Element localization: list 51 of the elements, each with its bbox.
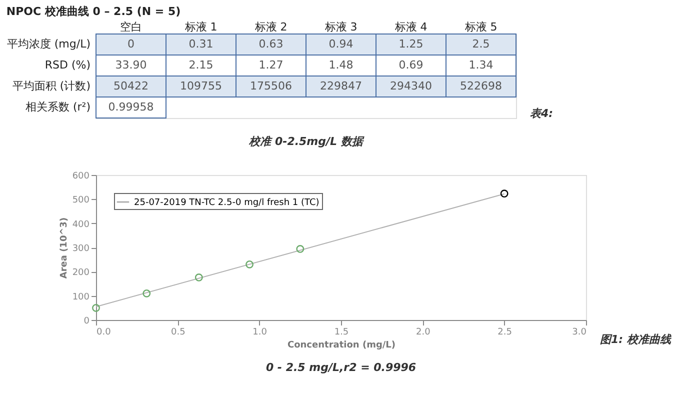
y-tick-label: 0 <box>84 316 90 326</box>
y-tick-label: 相关系数 (r²) <box>25 100 90 114</box>
data-label: 0.99958 <box>108 100 154 114</box>
data-label: 0.31 <box>188 38 214 50</box>
y-tick-label: 平均浓度 (mg/L) <box>6 38 90 50</box>
text: 校准 0-2.5mg/L 数据 <box>248 135 365 148</box>
text: 表4: <box>530 107 554 120</box>
text: 0 - 2.5 mg/L,r2 = 0.9996 <box>266 361 416 374</box>
x-tick-label: 1.5 <box>334 328 349 338</box>
data-label: 1.34 <box>468 58 494 72</box>
caption: 图1: 校准曲线 <box>600 333 672 346</box>
data-label: 0.69 <box>398 58 424 72</box>
data-label: 50422 <box>114 80 148 92</box>
x-tick-label: 空白 <box>120 20 142 34</box>
x-tick-label: 标液 5 <box>464 20 498 34</box>
x-tick-label: 2.0 <box>416 328 431 338</box>
x-tick-label: 标液 2 <box>254 20 288 34</box>
data-label: 175506 <box>250 80 292 92</box>
x-tick-label: 2.5 <box>498 328 512 338</box>
data-label: 1.27 <box>258 58 284 72</box>
data-label: 0 <box>128 38 134 50</box>
data-label: 0.94 <box>328 38 354 50</box>
data-label: 109755 <box>180 80 222 92</box>
y-tick-label: 400 <box>72 220 90 230</box>
y-tick-label: 300 <box>72 244 90 254</box>
x-axis-title: Concentration (mg/L) <box>287 340 396 350</box>
legend-label: 25-07-2019 TN-TC 2.5-0 mg/l fresh 1 (TC) <box>134 198 320 208</box>
data-label: 2.5 <box>472 38 490 50</box>
x-tick-label: 标液 1 <box>184 20 218 34</box>
data-label: 33.90 <box>115 58 147 72</box>
y-tick-label: RSD (%) <box>44 58 90 72</box>
x-tick-label: 3.0 <box>572 328 587 338</box>
x-tick-label: 标液 4 <box>394 20 428 34</box>
data-label: 1.25 <box>398 38 424 50</box>
y-tick-label: 500 <box>72 196 90 206</box>
data-label: 522698 <box>460 80 502 92</box>
data-label: 2.15 <box>188 58 214 72</box>
x-tick-label: 标液 3 <box>324 20 358 34</box>
data-label: 229847 <box>320 80 362 92</box>
data-label: 1.48 <box>328 58 354 72</box>
y-axis-title: Area (10^3) <box>59 217 70 279</box>
y-tick-label: 100 <box>72 292 90 302</box>
data-label: 294340 <box>390 80 432 92</box>
y-tick-label: 600 <box>72 172 90 182</box>
x-tick-label: 1.0 <box>252 328 268 338</box>
chart-title: NPOC 校准曲线 0 – 2.5 (N = 5) <box>6 5 181 18</box>
y-tick-label: 200 <box>72 268 90 278</box>
x-tick-label: 0.0 <box>96 328 112 338</box>
x-tick-label: 0.5 <box>171 328 186 338</box>
y-tick-label: 平均面积 (计数) <box>12 80 90 92</box>
data-label: 0.63 <box>258 38 284 50</box>
